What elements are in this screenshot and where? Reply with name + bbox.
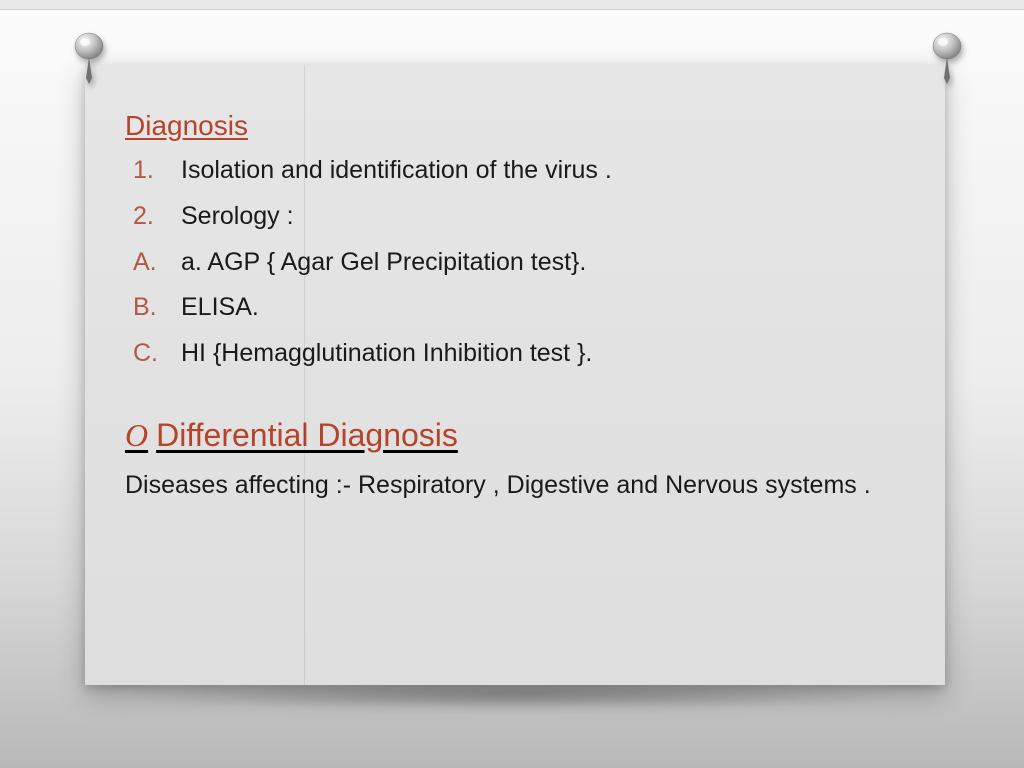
list-item: 1. Isolation and identification of the v… [125,154,905,188]
list-text: Serology : [181,200,294,234]
list-item: 2. Serology : [125,200,905,234]
list-text: a. AGP { Agar Gel Precipitation test}. [181,246,586,280]
list-marker: 1. [125,156,181,185]
heading-prefix: O [125,417,148,453]
heading-text: Differential Diagnosis [156,417,458,453]
heading-diagnosis: Diagnosis [125,110,905,142]
pushpin-icon [72,32,106,84]
list-item: A. a. AGP { Agar Gel Precipitation test}… [125,246,905,280]
list-marker: A. [125,248,181,277]
list-item: C. HI {Hemagglutination Inhibition test … [125,337,905,371]
list-marker: C. [125,339,181,368]
window-title-bar [0,0,1024,10]
body-paragraph: Diseases affecting :- Respiratory , Dige… [125,468,905,503]
list-text: ELISA. [181,291,259,325]
heading-differential: ODifferential Diagnosis [125,417,905,454]
list-item: B. ELISA. [125,291,905,325]
list-marker: B. [125,293,181,322]
pushpin-icon [930,32,964,84]
list-marker: 2. [125,202,181,231]
list-text: HI {Hemagglutination Inhibition test }. [181,337,592,371]
slide-card: Diagnosis 1. Isolation and identificatio… [85,65,945,685]
list-text: Isolation and identification of the viru… [181,154,612,188]
